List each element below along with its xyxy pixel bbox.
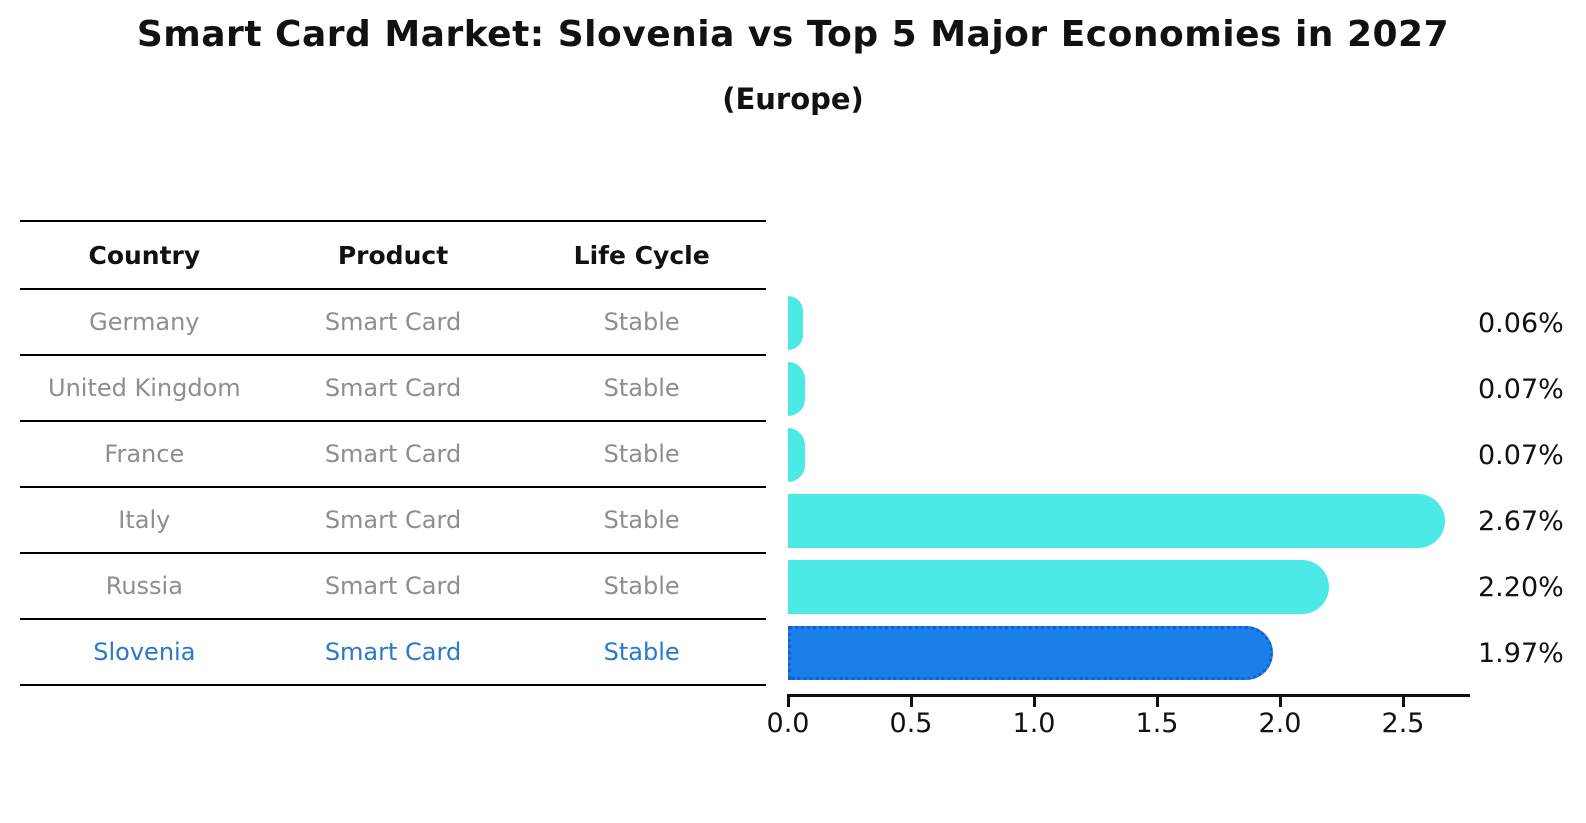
table-row-france: France Smart Card Stable [20,422,766,488]
cell-lifecycle: Stable [603,308,680,336]
page-title: Smart Card Market: Slovenia vs Top 5 Maj… [136,14,1450,55]
cell-product: Smart Card [324,638,462,666]
bar-italy [788,494,1445,548]
cell-lifecycle: Stable [603,506,680,534]
cell-lifecycle: Stable [603,374,680,402]
x-axis-tick [1156,697,1159,707]
x-axis-tick-label: 0.0 [766,708,810,739]
x-axis-tick-label: 0.5 [889,708,933,739]
cell-country: France [104,440,185,468]
x-axis-tick-label: 2.0 [1258,708,1302,739]
x-axis-tick-label: 2.5 [1381,708,1425,739]
cell-product: Smart Card [324,506,462,534]
cell-lifecycle: Stable [603,440,680,468]
x-axis-tick [1402,697,1405,707]
bar-germany [788,296,803,350]
column-header-lifecycle: Life Cycle [573,240,710,270]
data-table: Country Product Life Cycle Germany Smart… [20,220,766,686]
x-axis-tick [787,697,790,707]
cell-product: Smart Card [324,440,462,468]
table-row-germany: Germany Smart Card Stable [20,290,766,356]
table-row-united-kingdom: United Kingdom Smart Card Stable [20,356,766,422]
chart-subtitle: (Europe) [722,82,864,116]
value-label-germany: 0.06% [1478,307,1564,339]
value-label-russia: 2.20% [1478,571,1564,603]
value-label-france: 0.07% [1478,439,1564,471]
column-header-country: Country [88,240,201,270]
cell-lifecycle: Stable [603,638,680,666]
cell-country: Italy [118,506,171,534]
value-label-italy: 2.67% [1478,505,1564,537]
x-axis-tick-label: 1.0 [1012,708,1056,739]
column-header-product: Product [337,240,449,270]
x-axis-tick-label: 1.5 [1135,708,1179,739]
x-axis-tick [910,697,913,707]
cell-country: Slovenia [93,638,196,666]
cell-lifecycle: Stable [603,572,680,600]
bar-slovenia [788,626,1273,680]
x-axis-tick [1033,697,1036,707]
table-row-slovenia: Slovenia Smart Card Stable [20,620,766,686]
table-row-italy: Italy Smart Card Stable [20,488,766,554]
cell-product: Smart Card [324,572,462,600]
bar-france [788,428,805,482]
table-header-row: Country Product Life Cycle [20,220,766,290]
bar-russia [788,560,1329,614]
x-axis-tick [1279,697,1282,707]
table-row-russia: Russia Smart Card Stable [20,554,766,620]
value-label-united-kingdom: 0.07% [1478,373,1564,405]
cell-product: Smart Card [324,308,462,336]
x-axis-line [787,694,1470,697]
cell-country: Russia [105,572,183,600]
cell-country: United Kingdom [48,374,241,402]
bar-united-kingdom [788,362,805,416]
cell-product: Smart Card [324,374,462,402]
value-label-slovenia: 1.97% [1478,637,1564,669]
cell-country: Germany [89,308,200,336]
